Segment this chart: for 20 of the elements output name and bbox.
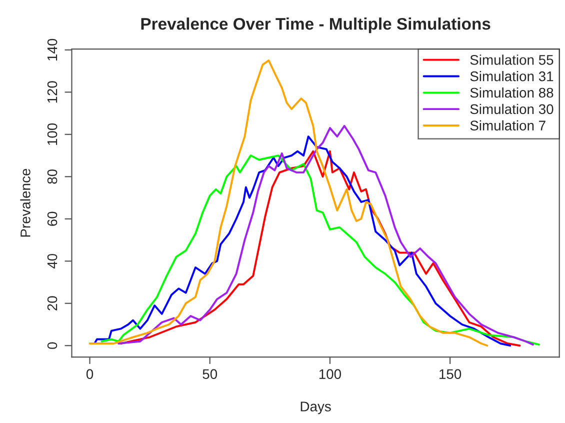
x-tick-label: 0	[86, 369, 94, 380]
legend-label: Simulation 30	[470, 104, 554, 114]
y-tick-label: 40	[47, 254, 58, 269]
x-tick-label: 150	[440, 369, 462, 380]
y-tick-label: 20	[47, 296, 58, 310]
y-tick-label: 80	[47, 169, 58, 184]
y-tick-label: 120	[47, 81, 58, 103]
x-tick-label: 50	[202, 369, 218, 380]
y-axis-title: Prevalence	[20, 168, 30, 237]
y-tick-label: 100	[47, 123, 58, 145]
y-tick-label: 0	[47, 342, 58, 349]
x-tick-label: 100	[319, 369, 342, 380]
legend-label: Simulation 7	[470, 120, 546, 130]
chart-title: Prevalence Over Time - Multiple Simulations	[141, 18, 490, 34]
legend-label: Simulation 31	[470, 71, 554, 82]
legend-label: Simulation 55	[470, 54, 554, 65]
legend-label: Simulation 88	[470, 87, 554, 98]
y-tick-label: 60	[47, 212, 58, 226]
y-tick-label: 140	[47, 38, 58, 60]
x-axis-title: Days	[300, 402, 331, 414]
